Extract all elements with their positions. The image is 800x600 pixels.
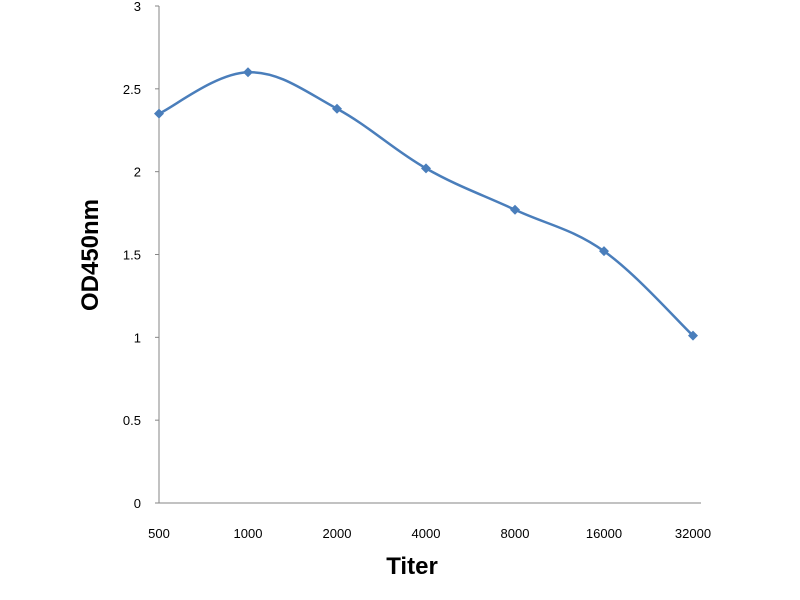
data-point-marker — [510, 204, 520, 215]
y-tick-label: 0 — [134, 496, 141, 511]
x-axis: 500 1000 2000 4000 8000 16000 32000 — [148, 502, 711, 541]
y-tick-label: 2.5 — [123, 82, 141, 97]
x-tick-label: 32000 — [675, 526, 711, 541]
x-tick-label: 1000 — [234, 526, 263, 541]
y-axis: 0 0.5 1 1.5 2 2.5 3 — [123, 0, 160, 511]
data-point-marker — [154, 108, 164, 119]
y-tick-label: 2 — [134, 165, 141, 180]
data-point-marker — [421, 163, 431, 174]
data-point-marker — [332, 103, 342, 114]
x-axis-title: Titer — [386, 553, 438, 580]
x-tick-label: 2000 — [323, 526, 352, 541]
x-tick-label: 16000 — [586, 526, 622, 541]
x-tick-label: 4000 — [412, 526, 441, 541]
data-point-marker — [599, 246, 609, 257]
series-line — [158, 71, 694, 337]
y-axis-title: OD450nm — [77, 199, 104, 311]
data-point-marker — [688, 330, 698, 341]
x-tick-label: 8000 — [501, 526, 530, 541]
y-tick-label: 1.5 — [123, 248, 141, 263]
y-tick-label: 0.5 — [123, 413, 141, 428]
x-tick-label: 500 — [148, 526, 170, 541]
data-point-marker — [243, 67, 253, 78]
y-tick-label: 3 — [134, 0, 141, 14]
y-tick-label: 1 — [134, 330, 141, 345]
plot-area — [154, 67, 698, 341]
